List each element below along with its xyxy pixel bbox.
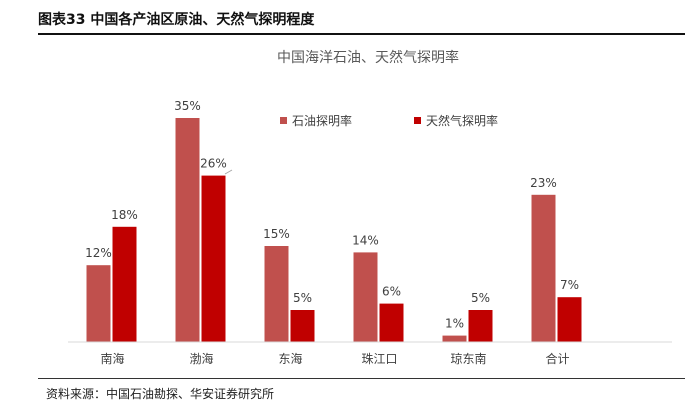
chart-title: 中国海洋石油、天然气探明率 bbox=[277, 49, 459, 66]
data-label-oil-1: 35% bbox=[174, 99, 201, 113]
x-tick-labels: 南海 渤海 东海 珠江口 琼东南 合计 bbox=[100, 351, 569, 366]
bar-oil-0 bbox=[86, 265, 111, 342]
footer-rule bbox=[38, 378, 685, 379]
data-label-oil-5: 23% bbox=[530, 176, 557, 190]
legend-label-gas: 天然气探明率 bbox=[426, 113, 498, 128]
bar-gas-4 bbox=[468, 310, 493, 342]
data-label-gas-3: 6% bbox=[382, 285, 401, 299]
bar-oil-2 bbox=[264, 246, 289, 342]
bar-oil-4 bbox=[442, 335, 467, 342]
bar-chart: 中国海洋石油、天然气探明率 石油探明率 天然气探明率 12% 18% 35% 26% 15… bbox=[68, 49, 672, 366]
data-label-oil-4: 1% bbox=[445, 317, 464, 331]
data-label-gas-0: 18% bbox=[111, 208, 138, 222]
label-leader-line bbox=[224, 169, 233, 175]
legend: 石油探明率 天然气探明率 bbox=[280, 113, 498, 128]
bar-oil-1 bbox=[175, 118, 200, 342]
legend-label-oil: 石油探明率 bbox=[292, 113, 352, 128]
x-tick-label: 琼东南 bbox=[450, 351, 486, 366]
x-tick-label: 珠江口 bbox=[361, 352, 397, 366]
data-label-gas-2: 5% bbox=[293, 291, 312, 305]
bar-gas-0 bbox=[112, 226, 137, 342]
legend-swatch-gas bbox=[414, 117, 421, 124]
data-label-oil-2: 15% bbox=[263, 227, 290, 241]
x-tick-label: 东海 bbox=[278, 351, 302, 366]
data-label-oil-3: 14% bbox=[352, 233, 379, 247]
data-label-gas-5: 7% bbox=[560, 278, 579, 292]
x-tick-label: 渤海 bbox=[189, 351, 213, 366]
bar-oil-3 bbox=[353, 252, 378, 342]
data-label-gas-1: 26% bbox=[200, 157, 227, 171]
x-tick-label: 南海 bbox=[100, 351, 124, 366]
bar-gas-3 bbox=[379, 303, 404, 342]
legend-swatch-oil bbox=[280, 117, 287, 124]
bar-gas-2 bbox=[290, 310, 315, 342]
bars-group: 12% 18% 35% 26% 15% 5% 14% 6% 1% 5% 23% 7% bbox=[85, 99, 582, 342]
x-tick-label: 合计 bbox=[545, 351, 569, 366]
data-label-gas-4: 5% bbox=[471, 291, 490, 305]
bar-oil-5 bbox=[531, 194, 556, 342]
bar-gas-5 bbox=[557, 297, 582, 342]
data-label-oil-0: 12% bbox=[85, 246, 112, 260]
figure-title: 图表33 中国各产油区原油、天然气探明程度 bbox=[38, 12, 315, 28]
title-rule bbox=[38, 33, 685, 35]
source-note: 资料来源：中国石油勘探、华安证券研究所 bbox=[46, 387, 275, 401]
bar-gas-1 bbox=[201, 175, 226, 342]
